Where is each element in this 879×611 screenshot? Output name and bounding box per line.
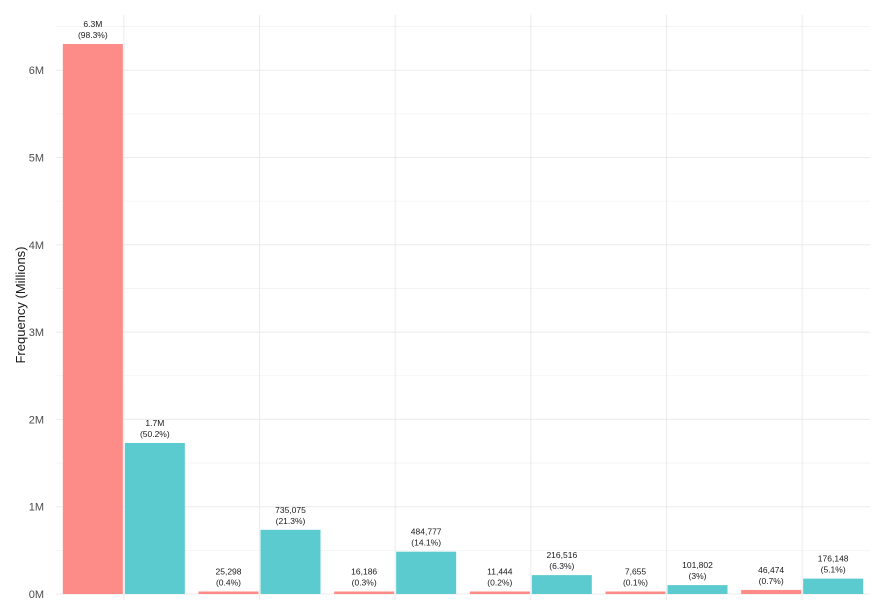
y-tick-label: 0M	[29, 589, 44, 601]
data-label-percent: (50.2%)	[140, 429, 170, 439]
data-label-percent: (0.2%)	[487, 578, 512, 588]
data-label-percent: (0.3%)	[352, 578, 377, 588]
grid	[56, 15, 870, 600]
data-label-percent: (0.4%)	[216, 578, 241, 588]
bar-a-3	[334, 591, 395, 594]
y-axis-title: Frequency (Millions)	[13, 246, 28, 363]
data-label-percent: (98.3%)	[78, 30, 108, 40]
y-axis: 0M 1M 2M 3M 4M 5M 6M	[29, 65, 44, 601]
data-label-percent: (0.7%)	[759, 576, 784, 586]
data-label-value: 216,516	[546, 550, 577, 560]
data-label-percent: (21.3%)	[276, 516, 306, 526]
y-tick-label: 2M	[29, 414, 44, 426]
bar-a-4	[469, 591, 530, 594]
data-label-value: 484,777	[411, 527, 442, 537]
bars	[62, 44, 864, 594]
data-label-percent: (0.1%)	[623, 578, 648, 588]
data-label-value: 25,298	[216, 567, 242, 577]
y-tick-label: 6M	[29, 65, 44, 77]
data-label-percent: (6.3%)	[549, 561, 574, 571]
bar-a-6	[741, 589, 802, 594]
y-tick-label: 3M	[29, 327, 44, 339]
data-label-percent: (3%)	[689, 571, 707, 581]
bar-b-6	[803, 578, 864, 594]
y-tick-label: 5M	[29, 153, 44, 165]
data-label-value: 16,186	[351, 567, 377, 577]
data-label-percent: (5.1%)	[821, 565, 846, 575]
y-tick-label: 1M	[29, 502, 44, 514]
bar-a-2	[198, 591, 259, 594]
data-label-value: 735,075	[275, 505, 306, 515]
bar-b-1	[124, 442, 185, 594]
data-label-value: 46,474	[758, 565, 784, 575]
bar-b-2	[260, 529, 321, 594]
data-label-value: 101,802	[682, 560, 713, 570]
data-labels: 6.3M(98.3%) 1.7M(50.2%) 25,298(0.4%) 735,07…	[78, 19, 849, 587]
data-label-percent: (14.1%)	[411, 538, 441, 548]
data-label-value: 11,444	[487, 567, 513, 577]
bar-b-5	[667, 585, 728, 594]
data-label-value: 176,148	[818, 554, 849, 564]
data-label-value: 6.3M	[83, 19, 102, 29]
data-label-value: 7,655	[625, 567, 647, 577]
bar-a-1	[62, 44, 123, 594]
bar-a-5	[605, 591, 666, 594]
bar-b-4	[531, 575, 592, 594]
bar-b-3	[396, 551, 457, 594]
data-label-value: 1.7M	[145, 418, 164, 428]
y-tick-label: 4M	[29, 240, 44, 252]
